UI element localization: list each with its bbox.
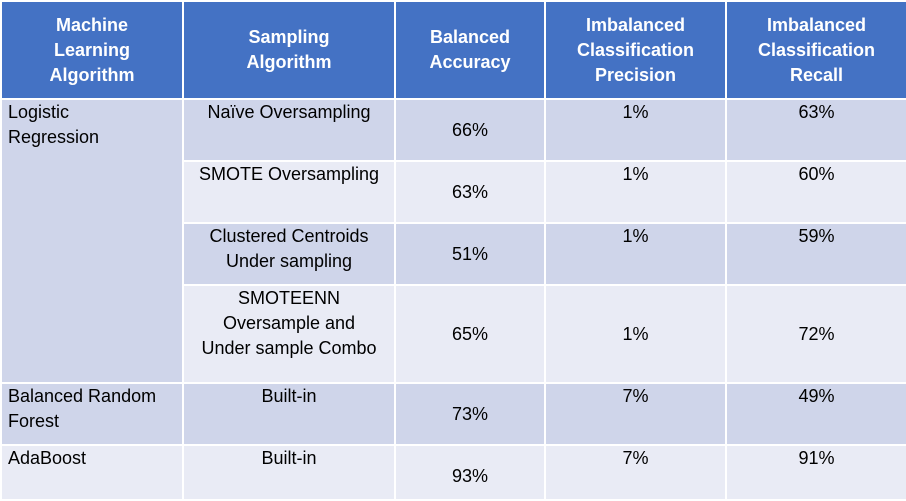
header-sampling-algorithm: Sampling Algorithm bbox=[182, 0, 396, 100]
header-line: Classification bbox=[757, 39, 876, 60]
cell-sampling: SMOTE Oversampling bbox=[182, 160, 396, 224]
table-row: SMOTE Oversampling 63% 1% 60% bbox=[1, 160, 906, 224]
header-line: Accuracy bbox=[429, 52, 511, 72]
cell-recall: 60% bbox=[725, 160, 906, 224]
table-row: Balanced Random Forest Built-in 73% 7% 4… bbox=[0, 382, 906, 446]
cell-recall: 49% bbox=[725, 382, 906, 446]
cell-sampling: Clustered Centroids Under sampling bbox=[182, 222, 396, 286]
header-line: Machine bbox=[55, 14, 129, 35]
cell-accuracy: 63% bbox=[394, 160, 546, 224]
cell-precision: 1% bbox=[544, 222, 727, 286]
header-line: Algorithm bbox=[246, 52, 332, 72]
cell-line: Logistic bbox=[8, 102, 70, 122]
cell-line: Clustered Centroids bbox=[209, 226, 369, 246]
header-line: Learning bbox=[53, 39, 130, 60]
cell-ml-algorithm: Logistic Regression bbox=[0, 98, 184, 384]
cell-sampling: Naïve Oversampling bbox=[182, 98, 396, 162]
cell-precision: 1% bbox=[544, 284, 727, 384]
cell-sampling: Built-in bbox=[182, 444, 396, 501]
cell-accuracy: 73% bbox=[394, 382, 546, 446]
cell-ml-algorithm: Balanced Random Forest bbox=[0, 382, 184, 446]
cell-line: AdaBoost bbox=[8, 448, 87, 468]
cell-accuracy: 65% bbox=[394, 284, 546, 384]
cell-recall: 72% bbox=[725, 284, 906, 384]
header-ml-algorithm: Machine Learning Algorithm bbox=[0, 0, 184, 100]
cell-line: Built-in bbox=[261, 386, 317, 406]
table-row: SMOTEENN Oversample and Under sample Com… bbox=[1, 284, 906, 384]
header-line: Balanced bbox=[429, 27, 511, 47]
cell-precision: 1% bbox=[544, 160, 727, 224]
header-line: Precision bbox=[594, 64, 677, 85]
cell-precision: 7% bbox=[544, 382, 727, 446]
cell-accuracy: 51% bbox=[394, 222, 546, 286]
cell-recall: 91% bbox=[725, 444, 906, 501]
cell-recall: 63% bbox=[725, 98, 906, 162]
header-line: Imbalanced bbox=[585, 14, 686, 35]
header-line: Recall bbox=[789, 64, 844, 85]
header-balanced-accuracy: Balanced Accuracy bbox=[394, 0, 546, 100]
cell-accuracy: 93% bbox=[394, 444, 546, 501]
table-row: Clustered Centroids Under sampling 51% 1… bbox=[1, 222, 906, 286]
cell-sampling: Built-in bbox=[182, 382, 396, 446]
table-row: Logistic Regression Naïve Oversampling 6… bbox=[0, 98, 906, 384]
cell-line: Under sampling bbox=[225, 251, 353, 271]
table-row: AdaBoost Built-in 93% 7% 91% bbox=[0, 444, 906, 501]
cell-line: Balanced Random bbox=[8, 386, 157, 406]
cell-line: SMOTE Oversampling bbox=[198, 164, 380, 184]
cell-line: Oversample and bbox=[222, 313, 356, 333]
cell-precision: 7% bbox=[544, 444, 727, 501]
header-line: Algorithm bbox=[49, 64, 135, 85]
header-recall: Imbalanced Classification Recall bbox=[725, 0, 906, 100]
header-precision: Imbalanced Classification Precision bbox=[544, 0, 727, 100]
header-line: Sampling bbox=[248, 27, 330, 47]
cell-ml-algorithm: AdaBoost bbox=[0, 444, 184, 501]
cell-sampling: SMOTEENN Oversample and Under sample Com… bbox=[182, 284, 396, 384]
header-line: Imbalanced bbox=[766, 14, 867, 35]
cell-line: Naïve Oversampling bbox=[207, 102, 371, 122]
cell-accuracy: 66% bbox=[394, 98, 546, 162]
cell-line: Forest bbox=[8, 411, 60, 431]
cell-line: Regression bbox=[8, 127, 100, 147]
cell-recall: 59% bbox=[725, 222, 906, 286]
cell-line: SMOTEENN bbox=[237, 288, 340, 308]
header-row: Machine Learning Algorithm Sampling Algo… bbox=[0, 0, 906, 100]
cell-line: Built-in bbox=[261, 448, 317, 468]
cell-precision: 1% bbox=[544, 98, 727, 162]
cell-line: Under sample Combo bbox=[201, 338, 377, 358]
header-line: Classification bbox=[576, 39, 695, 60]
